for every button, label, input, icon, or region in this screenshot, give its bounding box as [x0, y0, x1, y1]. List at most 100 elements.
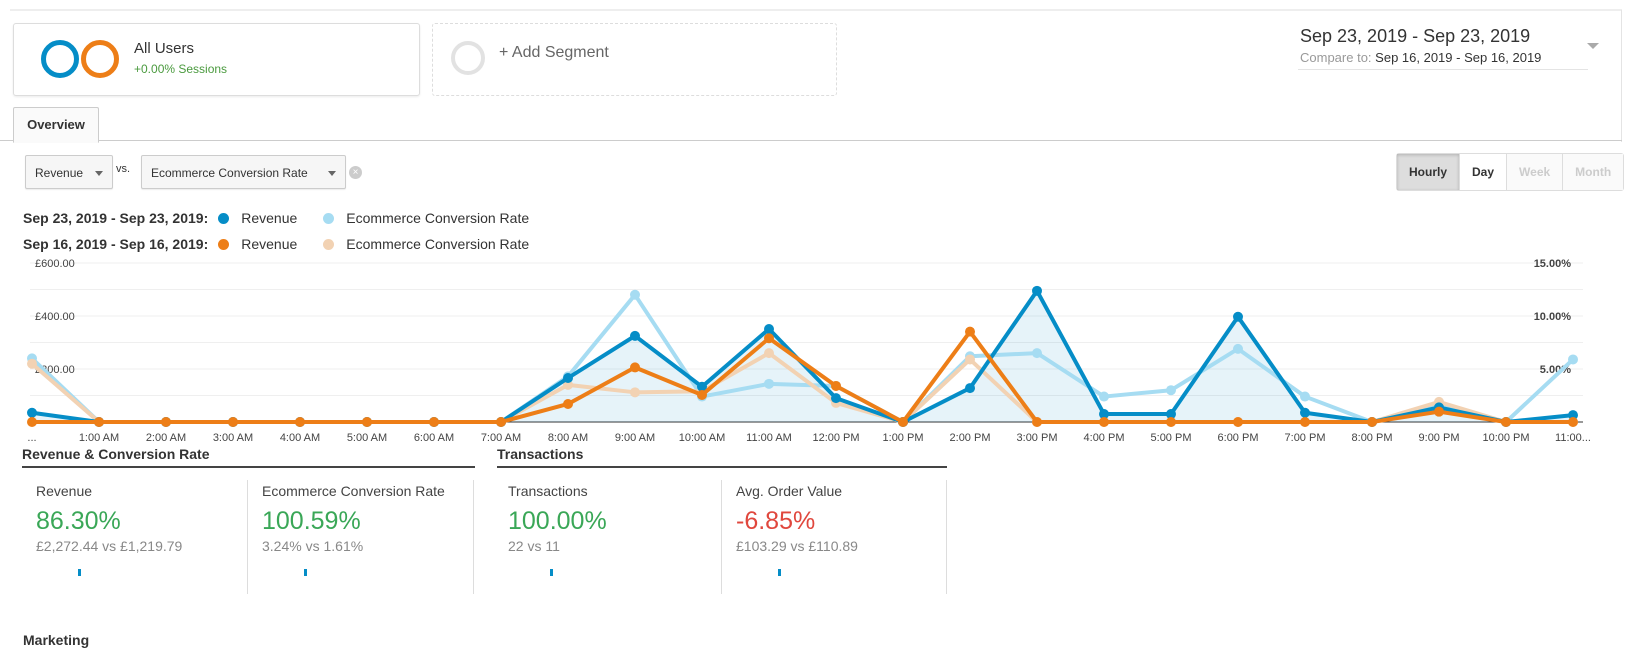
data-point	[563, 398, 573, 409]
card-comparison: 3.24% vs 1.61%	[262, 538, 364, 554]
legend-label: Revenue	[241, 236, 298, 252]
data-point	[965, 383, 975, 394]
x-tick-label: 7:00 PM	[1285, 432, 1326, 444]
legend-row-current: Sep 23, 2019 - Sep 23, 2019: Revenue Eco…	[23, 210, 555, 226]
card-label: Transactions	[508, 483, 588, 499]
legend-item[interactable]: Revenue	[218, 210, 297, 226]
x-tick-label: ...	[27, 432, 36, 444]
data-point	[27, 417, 37, 427]
data-point	[630, 387, 640, 398]
legend-range: Sep 23, 2019 - Sep 23, 2019:	[23, 210, 209, 226]
sparkline	[550, 569, 553, 576]
x-tick-label: 8:00 PM	[1352, 432, 1393, 444]
card-label: Ecommerce Conversion Rate	[262, 483, 445, 499]
x-tick-label: 7:00 AM	[481, 432, 521, 444]
day-button[interactable]: Day	[1460, 154, 1508, 190]
x-tick-label: 1:00 PM	[883, 432, 924, 444]
tab-overview[interactable]: Overview	[13, 107, 99, 143]
scorecard-conversion-rate[interactable]: Ecommerce Conversion Rate 100.59% 3.24% …	[248, 480, 474, 594]
segment-ring-blue-icon	[41, 40, 79, 78]
legend-row-compare: Sep 16, 2019 - Sep 16, 2019: Revenue Eco…	[23, 236, 555, 252]
data-point	[563, 373, 573, 384]
legend-label: Revenue	[241, 210, 298, 226]
segment-ring-orange-icon	[81, 40, 119, 78]
data-point	[295, 417, 305, 427]
secondary-metric-label: Ecommerce Conversion Rate	[151, 166, 308, 180]
data-point	[1568, 354, 1578, 365]
y-right-tick-label: 10.00%	[1534, 311, 1572, 323]
data-point	[764, 333, 774, 344]
primary-metric-select[interactable]: Revenue	[25, 155, 113, 189]
legend-dot-icon	[323, 212, 335, 224]
data-point	[1233, 343, 1243, 354]
add-segment-button[interactable]: + Add Segment	[432, 23, 837, 96]
date-dropdown-caret-icon[interactable]	[1587, 43, 1599, 49]
segment-title: All Users	[134, 40, 195, 57]
x-tick-label: 12:00 PM	[812, 432, 859, 444]
scorecard-avg-order-value[interactable]: Avg. Order Value -6.85% £103.29 vs £110.…	[722, 480, 947, 594]
scorecard-revenue[interactable]: Revenue 86.30% £2,272.44 vs £1,219.79	[22, 480, 248, 594]
data-point	[228, 417, 238, 427]
legend-item[interactable]: Revenue	[218, 236, 297, 252]
week-button: Week	[1507, 154, 1564, 190]
data-point	[965, 354, 975, 365]
data-point	[831, 380, 841, 391]
data-point	[831, 393, 841, 404]
data-point	[1568, 410, 1578, 421]
date-range[interactable]: Sep 23, 2019 - Sep 23, 2019	[1300, 26, 1531, 46]
data-point	[1300, 417, 1310, 427]
x-tick-label: 4:00 AM	[280, 432, 320, 444]
compare-dates: Sep 16, 2019 - Sep 16, 2019	[1375, 50, 1542, 65]
card-change: 100.00%	[508, 507, 607, 535]
data-point	[1233, 417, 1243, 427]
x-tick-label: 10:00 PM	[1482, 432, 1529, 444]
data-point	[1166, 417, 1176, 427]
scorecard-transactions[interactable]: Transactions 100.00% 22 vs 11	[474, 480, 722, 594]
sparkline	[304, 569, 307, 576]
hourly-button[interactable]: Hourly	[1397, 154, 1461, 190]
card-label: Revenue	[36, 483, 93, 499]
data-point	[1300, 407, 1310, 418]
legend-label: Ecommerce Conversion Rate	[346, 210, 530, 226]
top-divider	[10, 9, 1622, 11]
data-point	[1099, 391, 1109, 402]
panel-border	[1621, 10, 1622, 142]
legend-dot-icon	[218, 212, 230, 224]
chevron-down-icon	[95, 171, 103, 176]
data-point	[563, 379, 573, 390]
data-point	[161, 417, 171, 427]
legend-item[interactable]: Ecommerce Conversion Rate	[323, 236, 529, 252]
x-tick-label: 6:00 PM	[1218, 432, 1259, 444]
add-segment-label: + Add Segment	[499, 44, 609, 61]
empty-segment-ring-icon	[451, 41, 485, 75]
data-point	[1501, 417, 1511, 427]
data-point	[1099, 417, 1109, 427]
section-title: Transactions	[497, 446, 947, 468]
data-point	[1099, 409, 1109, 420]
x-tick-label: 6:00 AM	[414, 432, 454, 444]
card-comparison: £2,272.44 vs £1,219.79	[36, 538, 183, 554]
data-point	[764, 348, 774, 359]
data-point	[630, 289, 640, 300]
x-tick-label: 4:00 PM	[1084, 432, 1125, 444]
series-line	[32, 329, 1573, 424]
secondary-metric-select[interactable]: Ecommerce Conversion Rate	[141, 155, 346, 189]
data-point	[362, 417, 372, 427]
x-tick-label: 9:00 PM	[1419, 432, 1460, 444]
sparkline	[778, 569, 781, 576]
x-tick-label: 2:00 PM	[950, 432, 991, 444]
clear-metric-icon[interactable]: ×	[349, 166, 362, 179]
data-point	[898, 417, 908, 427]
data-point	[429, 417, 439, 427]
x-tick-label: 11:00...	[1555, 432, 1591, 444]
compare-range[interactable]: Compare to: Sep 16, 2019 - Sep 16, 2019	[1300, 50, 1541, 65]
x-tick-label: 1:00 AM	[79, 432, 119, 444]
segment-all-users[interactable]: All Users +0.00% Sessions	[13, 23, 420, 96]
y-right-tick-label: 15.00%	[1534, 258, 1572, 270]
line-chart[interactable]: £200.00£400.00£600.005.00%10.00%15.00%..…	[0, 255, 1634, 447]
data-point	[1300, 391, 1310, 402]
data-point	[1166, 385, 1176, 396]
legend-item[interactable]: Ecommerce Conversion Rate	[323, 210, 529, 226]
card-change: -6.85%	[736, 507, 816, 535]
legend-dot-icon	[323, 238, 335, 250]
